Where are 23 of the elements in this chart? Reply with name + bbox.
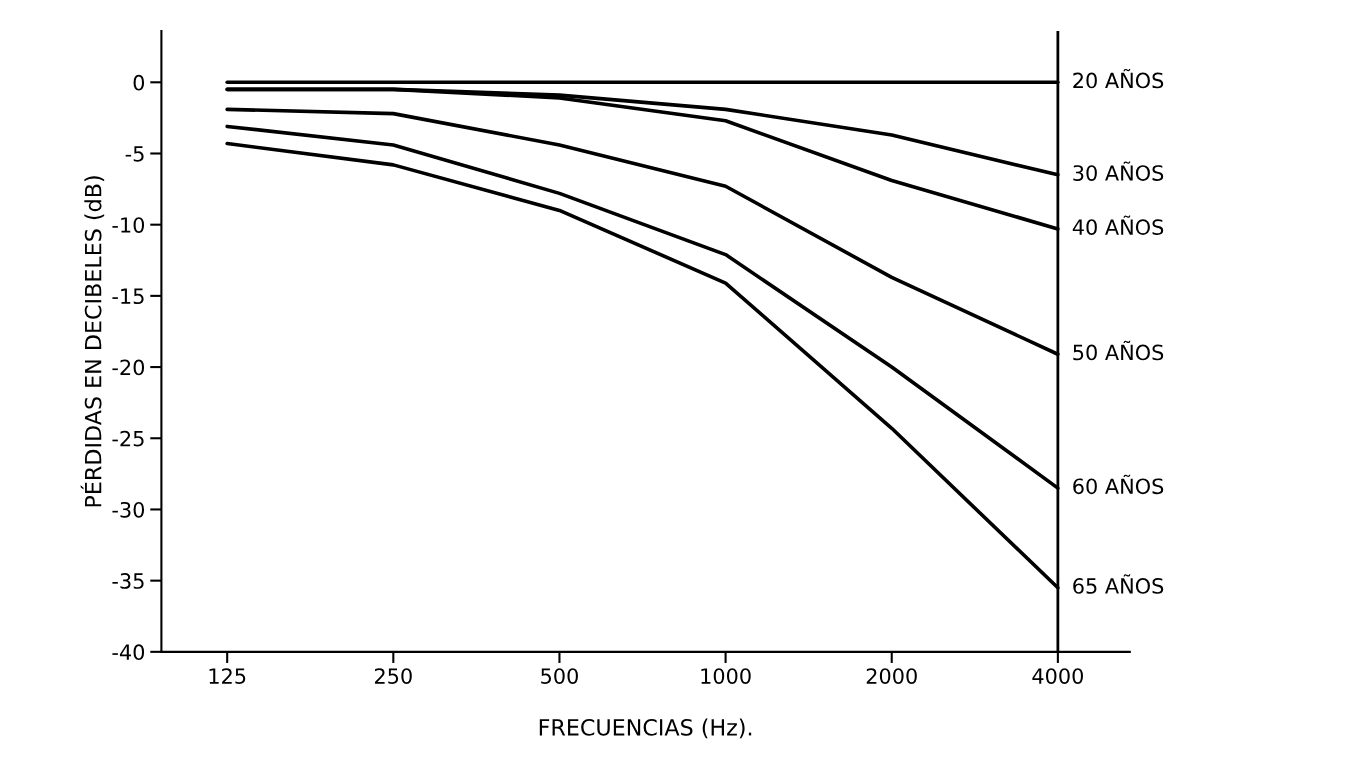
y-tick-label: 0	[133, 74, 145, 91]
y-tick-label: -25	[112, 430, 144, 447]
x-tick-label: 250	[374, 668, 412, 684]
y-tick-label: -40	[112, 644, 145, 661]
x-tick-label: 2000	[866, 668, 917, 684]
series-label: 50 AÑOS	[1073, 340, 1164, 361]
y-tick-label: -30	[112, 501, 145, 518]
x-tick-label: 500	[541, 668, 578, 684]
y-tick-label: -20	[112, 359, 145, 376]
series-label: 40 AÑOS	[1072, 215, 1164, 235]
y-tick-label: -5	[125, 146, 144, 162]
y-tick-label: -10	[112, 217, 145, 233]
y-tick-label: -15	[112, 288, 144, 305]
series-label: 20 AÑOS	[1073, 68, 1164, 89]
x-tick-label: 1000	[701, 668, 751, 684]
series-label: 60 AÑOS	[1073, 474, 1164, 495]
series-label: 65 AÑOS	[1073, 574, 1164, 594]
y-axis-title: PÉRDIDAS EN DECIBELES (dB)	[80, 176, 105, 507]
series-label: 30 AÑOS	[1073, 161, 1164, 181]
x-tick-label: 4000	[1032, 668, 1083, 684]
y-tick-label: -35	[112, 573, 144, 589]
x-tick-label: 125	[209, 668, 246, 684]
x-axis-title: FRECUENCIAS (Hz).	[539, 718, 752, 739]
